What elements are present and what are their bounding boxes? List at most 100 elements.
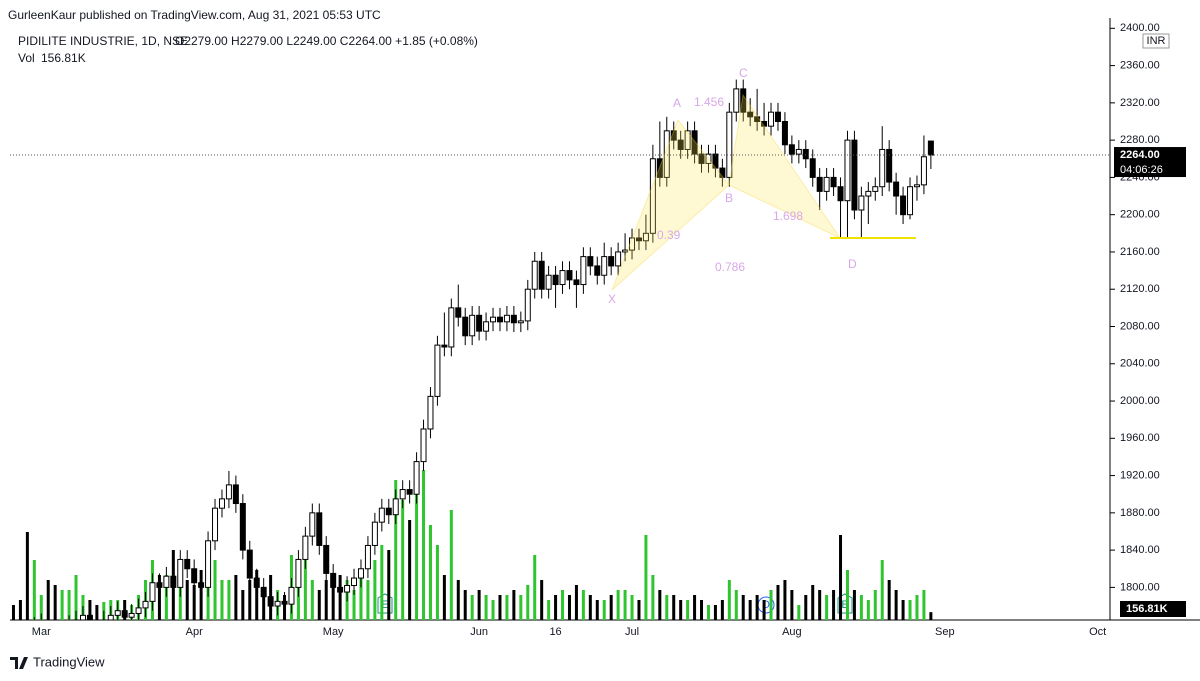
candle-body (893, 181, 900, 197)
volume-bar (484, 595, 488, 620)
volume-bar (352, 590, 356, 620)
candle-body (886, 148, 893, 183)
brand-name: TradingView (33, 654, 105, 669)
candle-body (594, 265, 601, 276)
candle-body (538, 260, 545, 290)
candle-body (754, 116, 761, 122)
volume-bar (832, 590, 836, 620)
y-tick-label: 2200.00 (1120, 209, 1160, 221)
candle-body (246, 549, 253, 579)
volume-bar (415, 475, 419, 620)
volume-bar (39, 595, 43, 620)
candle-body (879, 148, 886, 188)
y-tick-label: 2360.00 (1120, 59, 1160, 71)
pattern-point: C (739, 66, 748, 80)
pattern-point: A (673, 96, 681, 110)
volume-bar (915, 595, 919, 620)
volume-bar (706, 605, 710, 620)
candle-body (837, 186, 844, 202)
volume-bar (901, 600, 905, 620)
volume-bar (658, 590, 662, 620)
volume-bar (880, 560, 884, 620)
volume-bar (609, 595, 613, 620)
candle-body (622, 249, 629, 253)
candle-body (392, 498, 399, 516)
candle-body (337, 586, 344, 593)
x-tick-label: Jun (470, 626, 488, 638)
candle-body (656, 158, 663, 178)
volume-bar (595, 600, 599, 620)
pattern-ratio: 1.456 (694, 95, 724, 109)
volume-bar (776, 585, 780, 620)
volume-bar (512, 590, 516, 620)
candle-body (552, 274, 559, 286)
candle-body (823, 176, 830, 192)
volume-bar (192, 585, 196, 620)
volume-bar (505, 595, 509, 620)
candle-body (177, 558, 184, 588)
candle-body (684, 130, 691, 150)
candle-body (844, 139, 851, 202)
volume-bar (727, 580, 731, 620)
volume-bar (741, 595, 745, 620)
volume-bar (422, 470, 426, 620)
candle-body (490, 316, 497, 323)
candle-body (524, 288, 531, 322)
candle-body (25, 629, 30, 634)
volume-bar (852, 590, 856, 620)
volume-bar (60, 590, 64, 620)
candle-body (149, 582, 156, 602)
plot-area (10, 79, 934, 636)
candle-body (100, 619, 107, 620)
candle-body (86, 614, 93, 620)
candle-body (469, 314, 476, 337)
candle-body (531, 260, 538, 290)
candle-body (705, 153, 712, 164)
candle-body (163, 575, 170, 588)
candle-body (18, 625, 23, 630)
candle-body (267, 596, 274, 607)
candle-body (816, 176, 823, 192)
candle-body (517, 320, 524, 324)
last-price-label: 2264.00 (1120, 149, 1160, 161)
volume-bar (317, 590, 321, 620)
candle-body (232, 484, 239, 505)
pattern-bcd (728, 93, 842, 240)
candle-body (615, 251, 622, 267)
symbol: PIDILITE INDUSTRIE, 1D, NSE (18, 34, 188, 48)
volume-label-box (1120, 601, 1186, 617)
last-price-box (1114, 147, 1186, 178)
volume-bar (561, 590, 565, 620)
candle-body (60, 632, 65, 636)
volume-bar (359, 570, 363, 620)
volume-bar (623, 590, 627, 620)
volume-bar (463, 590, 467, 620)
candle-body (448, 307, 455, 348)
volume-bar (602, 600, 606, 620)
candle-body (441, 344, 448, 348)
volume-bar (734, 590, 738, 620)
volume-bar (220, 580, 224, 620)
volume-bar (178, 575, 182, 620)
candle-body (476, 314, 483, 332)
candle-body (253, 577, 260, 588)
pattern-point: X (608, 292, 616, 306)
volume-bar (185, 580, 189, 620)
volume-bar (540, 580, 544, 620)
volume-bar (164, 575, 168, 620)
volume-bar (498, 595, 502, 620)
ohlc-legend: O2279.00 H2279.00 L2249.00 C2264.00 +1.8… (175, 34, 478, 48)
volume-bar (394, 480, 398, 620)
candle-body (364, 544, 371, 570)
candle-body (323, 544, 330, 574)
volume-bar (762, 600, 766, 620)
volume-bar (790, 590, 794, 620)
volume-bar (755, 595, 759, 620)
x-tick-label: May (323, 626, 344, 638)
candle-body (768, 111, 775, 127)
volume-bar (449, 510, 453, 620)
harmonic-pattern: X A B C D 0.39 1.456 1.698 0.786 (608, 66, 916, 306)
x-tick-label: 16 (549, 626, 561, 638)
volume-bar (818, 590, 822, 620)
